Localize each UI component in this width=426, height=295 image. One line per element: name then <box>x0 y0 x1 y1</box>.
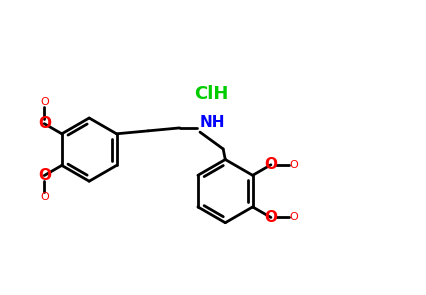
Text: O: O <box>40 192 49 202</box>
Text: O: O <box>40 97 49 107</box>
Text: O: O <box>264 210 277 225</box>
Text: O: O <box>289 212 297 222</box>
Text: O: O <box>37 168 51 183</box>
Text: O: O <box>37 116 51 131</box>
Text: O: O <box>289 160 297 170</box>
Text: ClH: ClH <box>194 85 228 103</box>
Text: NH: NH <box>199 115 225 130</box>
Text: O: O <box>264 157 277 172</box>
